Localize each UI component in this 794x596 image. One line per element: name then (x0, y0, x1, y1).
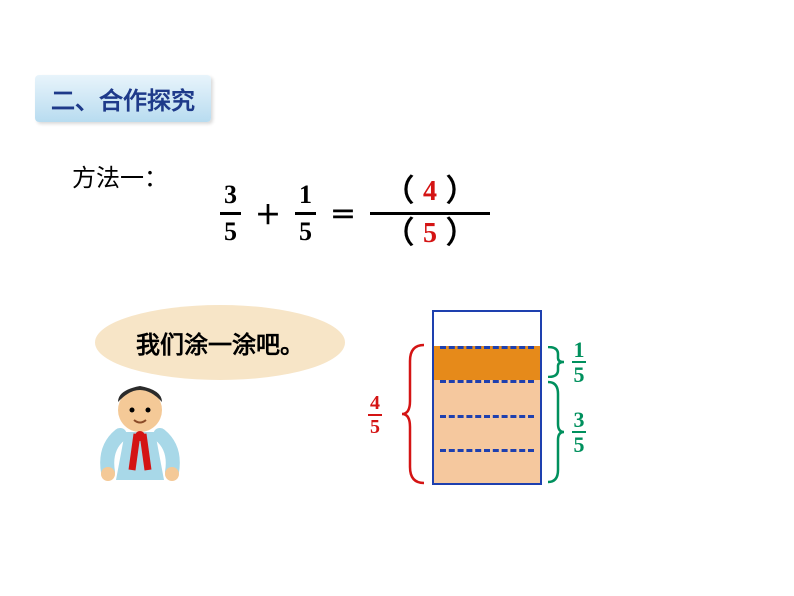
result-bar (370, 212, 490, 215)
left-bracket (400, 343, 428, 485)
rt-den: 5 (574, 363, 585, 386)
result-denominator: 5 (420, 218, 440, 250)
result-den-row: （ 5 ） (384, 217, 476, 252)
f2-bar (295, 212, 316, 215)
speech-text: 我们涂一涂吧。 (136, 325, 304, 360)
f2-numerator: 1 (295, 180, 316, 210)
left-label-num: 4 (370, 392, 380, 414)
boy-icon (100, 380, 180, 490)
dash-3 (440, 415, 534, 418)
f2-denominator: 5 (295, 217, 316, 247)
section-header: 二、合作探究 (35, 75, 211, 122)
lparen-top: （ (384, 175, 414, 210)
bottom-fill (434, 380, 540, 483)
rb-den: 5 (574, 433, 585, 456)
dash-1 (440, 346, 534, 349)
dash-2 (440, 380, 534, 383)
rt-num: 1 (574, 338, 585, 361)
rparen-top: ） (446, 175, 476, 210)
result-fraction: （ 4 ） （ 5 ） (370, 175, 490, 251)
fraction-diagram (432, 310, 542, 485)
f1-numerator: 3 (220, 180, 241, 210)
lparen-bot: （ (384, 217, 414, 252)
equals-op: ＝ (330, 195, 356, 232)
fraction-1: 3 5 (220, 180, 241, 247)
right-bottom-bracket (546, 380, 566, 484)
result-numerator: 4 (420, 176, 440, 208)
right-bottom-label: 3 5 (572, 408, 586, 456)
section-title: 二、合作探究 (51, 89, 195, 115)
fraction-2: 1 5 (295, 180, 316, 247)
result-num-row: （ 4 ） (384, 175, 476, 210)
f1-bar (220, 212, 241, 215)
left-fraction-label: 4 5 (368, 392, 382, 438)
rparen-bot: ） (446, 217, 476, 252)
right-top-label: 1 5 (572, 338, 586, 386)
f1-denominator: 5 (220, 217, 241, 247)
dash-4 (440, 449, 534, 452)
left-label-den: 5 (370, 416, 380, 438)
speech-bubble: 我们涂一涂吧。 (95, 305, 345, 380)
plus-op: ＋ (255, 195, 281, 232)
rb-num: 3 (574, 408, 585, 431)
top-fill (434, 346, 540, 380)
method-label: 方法一： (72, 158, 168, 193)
right-top-bracket (546, 346, 566, 378)
equation: 3 5 ＋ 1 5 ＝ （ 4 ） （ 5 ） (220, 175, 490, 251)
